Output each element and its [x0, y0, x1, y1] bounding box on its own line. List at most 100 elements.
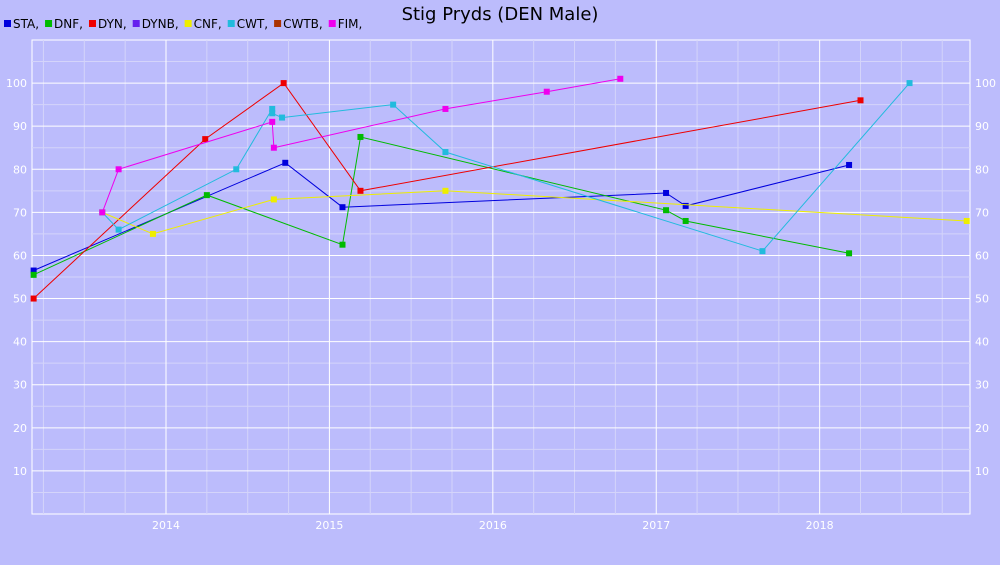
gridlines: [32, 40, 970, 514]
legend-label: CNF,: [194, 17, 222, 31]
data-point: [846, 250, 853, 257]
x-tick-label: 2014: [152, 519, 180, 532]
series-lines: [30, 75, 970, 302]
data-point: [339, 204, 346, 211]
legend-item: CWT,: [227, 17, 268, 31]
data-point: [282, 159, 289, 166]
data-point: [442, 187, 449, 194]
data-point: [270, 196, 277, 203]
series-sta: [30, 159, 853, 274]
data-point: [269, 118, 276, 125]
data-point: [280, 80, 287, 87]
data-point: [339, 241, 346, 248]
y-tick-label: 10: [13, 465, 27, 478]
data-point: [30, 295, 37, 302]
x-tick-label: 2015: [315, 519, 343, 532]
legend-swatch: [45, 20, 53, 27]
series-line: [101, 82, 910, 252]
series-dyn: [30, 80, 864, 302]
legend-item: CNF,: [184, 17, 222, 31]
data-point: [682, 202, 689, 209]
y-axis-left: 10 20 30 40 50 60 70 80 90 100: [6, 77, 27, 478]
data-point: [269, 110, 276, 117]
y-tick-label: 60: [975, 249, 989, 262]
x-tick-label: 2016: [479, 519, 507, 532]
legend-label: DNF,: [54, 17, 83, 31]
data-point: [442, 149, 449, 156]
data-point: [442, 105, 449, 112]
y-tick-label: 10: [975, 465, 989, 478]
legend-label: DYNB,: [142, 17, 179, 31]
legend-swatch: [328, 20, 336, 27]
x-tick-label: 2017: [642, 519, 670, 532]
y-tick-label: 20: [13, 422, 27, 435]
y-tick-label: 90: [975, 120, 989, 133]
data-point: [846, 161, 853, 168]
y-tick-label: 60: [13, 249, 27, 262]
data-point: [203, 192, 210, 199]
legend-item: DNF,: [45, 17, 83, 31]
legend-item: DYN,: [88, 17, 127, 31]
data-point: [202, 136, 209, 143]
legend-label: DYN,: [98, 17, 127, 31]
y-tick-label: 100: [975, 77, 996, 90]
data-point: [357, 187, 364, 194]
data-point: [30, 271, 37, 278]
legend-label: CWT,: [237, 17, 268, 31]
legend-label: STA,: [13, 17, 39, 31]
data-point: [99, 209, 106, 216]
y-tick-label: 80: [975, 163, 989, 176]
y-tick-label: 50: [13, 293, 27, 306]
legend-swatch: [184, 20, 192, 27]
legend-swatch: [4, 20, 11, 27]
data-point: [279, 114, 286, 121]
legend-item: FIM,: [328, 17, 363, 31]
legend-swatch: [132, 20, 140, 27]
legend-swatch: [88, 20, 96, 27]
x-axis: 2014 2015 2016 2017 2018: [152, 519, 834, 532]
data-point: [115, 226, 122, 233]
series-line: [33, 162, 850, 271]
y-tick-label: 40: [13, 336, 27, 349]
legend-item: STA,: [4, 17, 39, 31]
data-point: [233, 166, 240, 173]
data-point: [682, 217, 689, 224]
data-point: [270, 144, 277, 151]
data-point: [759, 248, 766, 255]
y-tick-label: 80: [13, 163, 27, 176]
data-point: [906, 80, 913, 87]
series-dnf: [30, 133, 853, 278]
y-tick-label: 30: [13, 379, 27, 392]
y-tick-label: 20: [975, 422, 989, 435]
legend: STA, DNF, DYN, DYNB, CNF, CWT, CWTB, FIM,: [4, 17, 362, 31]
y-tick-label: 70: [975, 206, 989, 219]
data-point: [390, 101, 397, 108]
y-tick-label: 70: [13, 206, 27, 219]
data-point: [357, 133, 364, 140]
data-point: [30, 267, 37, 274]
y-tick-label: 100: [6, 77, 27, 90]
data-point: [857, 97, 864, 104]
legend-label: CWTB,: [283, 17, 323, 31]
y-axis-right: 10 20 30 40 50 60 70 80 90 100: [975, 77, 996, 478]
chart-title: Stig Pryds (DEN Male): [402, 4, 599, 25]
data-point: [543, 88, 550, 95]
data-point: [617, 75, 624, 82]
legend-label: FIM,: [338, 17, 363, 31]
data-point: [115, 166, 122, 173]
y-tick-label: 50: [975, 293, 989, 306]
series-fim: [99, 75, 624, 216]
data-point: [149, 230, 156, 237]
legend-swatch: [274, 20, 282, 27]
data-point: [269, 105, 276, 112]
legend-item: DYNB,: [132, 17, 179, 31]
y-tick-label: 30: [975, 379, 989, 392]
legend-swatch: [227, 20, 235, 27]
x-tick-label: 2018: [806, 519, 834, 532]
legend-item: CWTB,: [274, 17, 323, 31]
data-point: [663, 207, 670, 214]
data-point: [663, 189, 670, 196]
y-tick-label: 40: [975, 336, 989, 349]
data-point: [963, 217, 970, 224]
